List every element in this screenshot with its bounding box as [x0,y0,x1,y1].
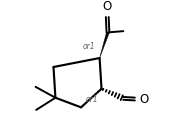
Text: O: O [103,0,112,13]
Text: or1: or1 [82,42,95,51]
Text: O: O [139,93,148,106]
Polygon shape [100,32,109,58]
Text: or1: or1 [86,95,98,104]
